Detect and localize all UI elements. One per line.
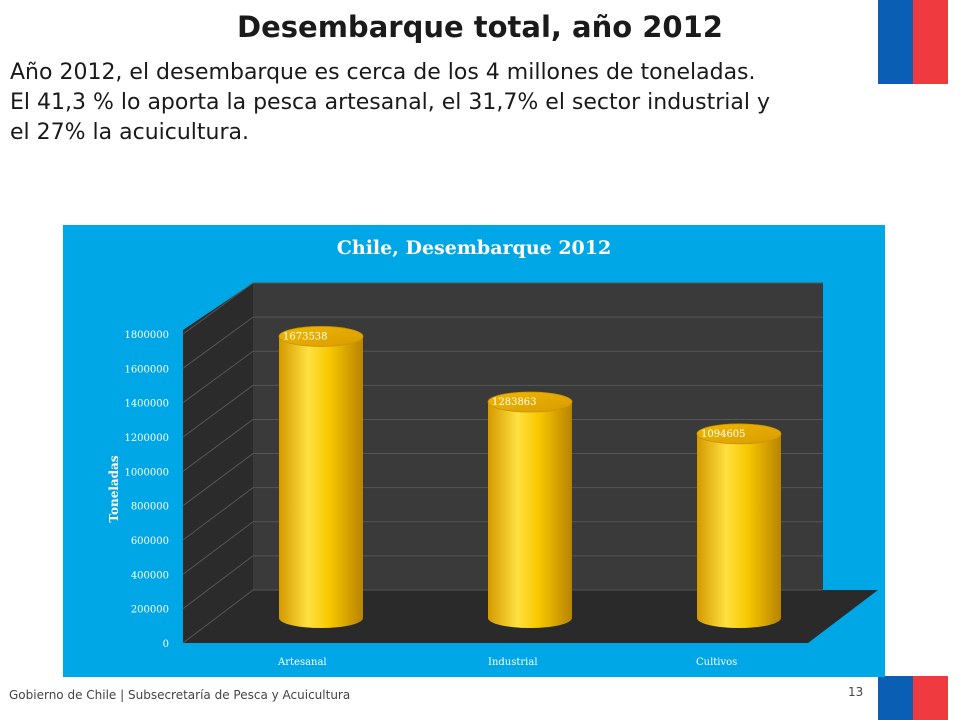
x-category-label: Cultivos [696,657,737,668]
bar-industrial: 1283863 [487,391,573,628]
gridline-side [182,589,254,644]
gridline-side [182,419,254,472]
cylinder-body [697,433,781,628]
data-label: 1283863 [492,397,537,408]
slide-title: Desembarque total, año 2012 [237,10,723,44]
slide-body: Año 2012, el desembarque es cerca de los… [10,58,950,148]
cylinder-top [696,423,782,445]
flag-red-block [913,0,948,84]
gridline-side [182,350,254,404]
bar-artesanal: 1673538 [278,326,364,628]
y-tick-label: 800000 [131,502,169,513]
side-wall [183,283,253,643]
data-label: 1673538 [283,331,328,342]
flag-blue-block [878,0,913,84]
flag-logo-bottom [878,676,948,720]
flag-red-block [913,676,948,720]
gridline-side [182,555,254,610]
y-tick-label: 1400000 [124,399,169,410]
bar-cultivos: 1094605 [696,423,782,628]
y-tick-label: 0 [163,639,169,650]
cylinder-top [278,326,364,347]
data-label: 1094605 [701,429,746,440]
y-tick-label: 600000 [131,536,169,547]
gridline-side [182,521,254,575]
y-tick-label: 200000 [131,605,169,616]
flag-logo-top [878,0,948,84]
cylinder-top [487,391,573,413]
y-tick-label: 1200000 [124,433,169,444]
gridline-side [182,316,254,369]
gridline-side [182,453,254,507]
y-axis-label: Toneladas [107,455,121,522]
body-line-1: Año 2012, el desembarque es cerca de los… [10,60,756,85]
cylinder-body [279,336,363,628]
y-tick-label: 400000 [131,570,169,581]
y-tick-label: 1600000 [124,364,169,375]
cylinder-body [488,402,572,628]
x-category-label: Industrial [488,657,538,668]
y-tick-label: 1800000 [124,330,169,341]
body-line-3: el 27% la acuicultura. [10,120,249,145]
flag-blue-block [878,676,913,720]
gridline-side [182,282,254,335]
page-number: 13 [848,685,864,699]
y-tick-label: 1000000 [124,467,169,478]
footer-text: Gobierno de Chile | Subsecretaría de Pes… [9,688,351,702]
chart-panel: Chile, Desembarque 2012 0 200000 400000 600… [63,225,885,677]
chart-title: Chile, Desembarque 2012 [336,237,612,259]
bar-chart: 0 200000 400000 600000 800000 1000000 1200000 1… [107,282,878,668]
body-line-2: El 41,3 % lo aporta la pesca artesanal, … [10,90,770,115]
gridline-side [182,384,254,438]
x-category-label: Artesanal [277,657,327,668]
gridline-side [182,487,254,541]
